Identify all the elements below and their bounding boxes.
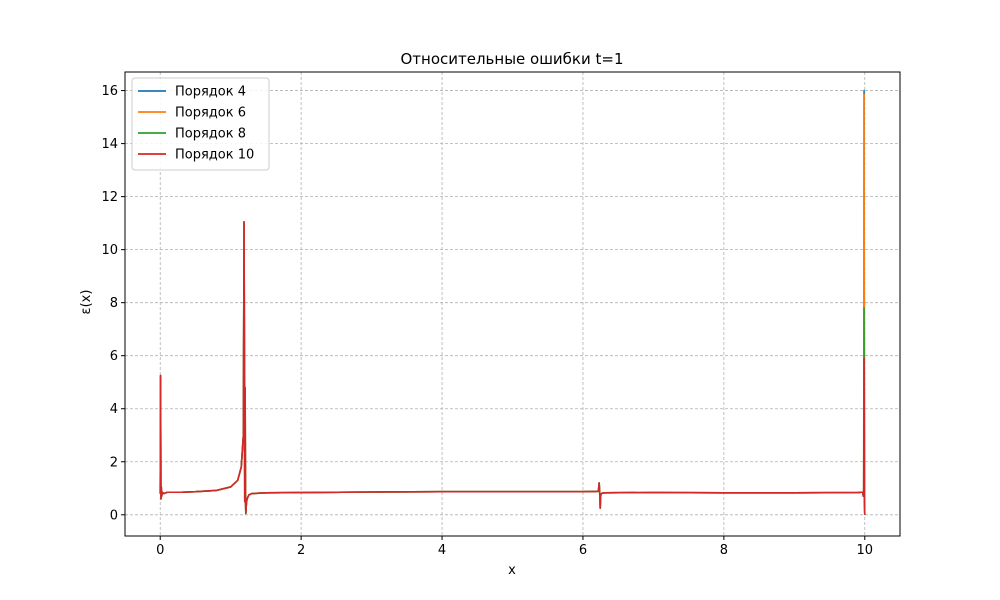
y-tick-label: 8 bbox=[110, 296, 118, 311]
chart-title: Относительные ошибки t=1 bbox=[400, 50, 623, 68]
y-tick-label: 0 bbox=[110, 508, 118, 523]
x-tick-label: 10 bbox=[856, 543, 873, 558]
legend: Порядок 4 Порядок 6 Порядок 8 Порядок 10 bbox=[131, 77, 270, 171]
legend-label: Порядок 6 bbox=[175, 106, 246, 121]
y-tick-label: 4 bbox=[110, 402, 118, 417]
x-tick-label: 6 bbox=[579, 543, 587, 558]
y-tick-label: 14 bbox=[101, 137, 118, 152]
y-tick-label: 16 bbox=[101, 84, 118, 99]
y-tick-label: 6 bbox=[110, 349, 118, 364]
plot-frame bbox=[124, 71, 901, 537]
series-layer bbox=[159, 89, 866, 515]
legend-label: Порядок 4 bbox=[175, 85, 246, 100]
legend-label: Порядок 10 bbox=[175, 148, 254, 163]
x-tick-label: 2 bbox=[297, 543, 305, 558]
y-axis-label: ε(x) bbox=[79, 290, 94, 315]
legend-label: Порядок 8 bbox=[175, 127, 246, 142]
y-tick-label: 12 bbox=[101, 190, 118, 205]
y-tick-label: 2 bbox=[110, 455, 118, 470]
series-line-3 bbox=[159, 221, 866, 515]
x-axis-label: x bbox=[508, 563, 516, 578]
legend-box bbox=[131, 77, 270, 171]
series-line-4 bbox=[159, 221, 866, 515]
x-tick-label: 4 bbox=[438, 543, 446, 558]
y-tick-label: 10 bbox=[101, 243, 118, 258]
x-tick-label: 8 bbox=[720, 543, 728, 558]
axes-layer: 0 2 4 6 8 10 0 2 4 6 8 10 12 14 16 bbox=[101, 71, 901, 558]
x-tick-label: 0 bbox=[156, 543, 164, 558]
